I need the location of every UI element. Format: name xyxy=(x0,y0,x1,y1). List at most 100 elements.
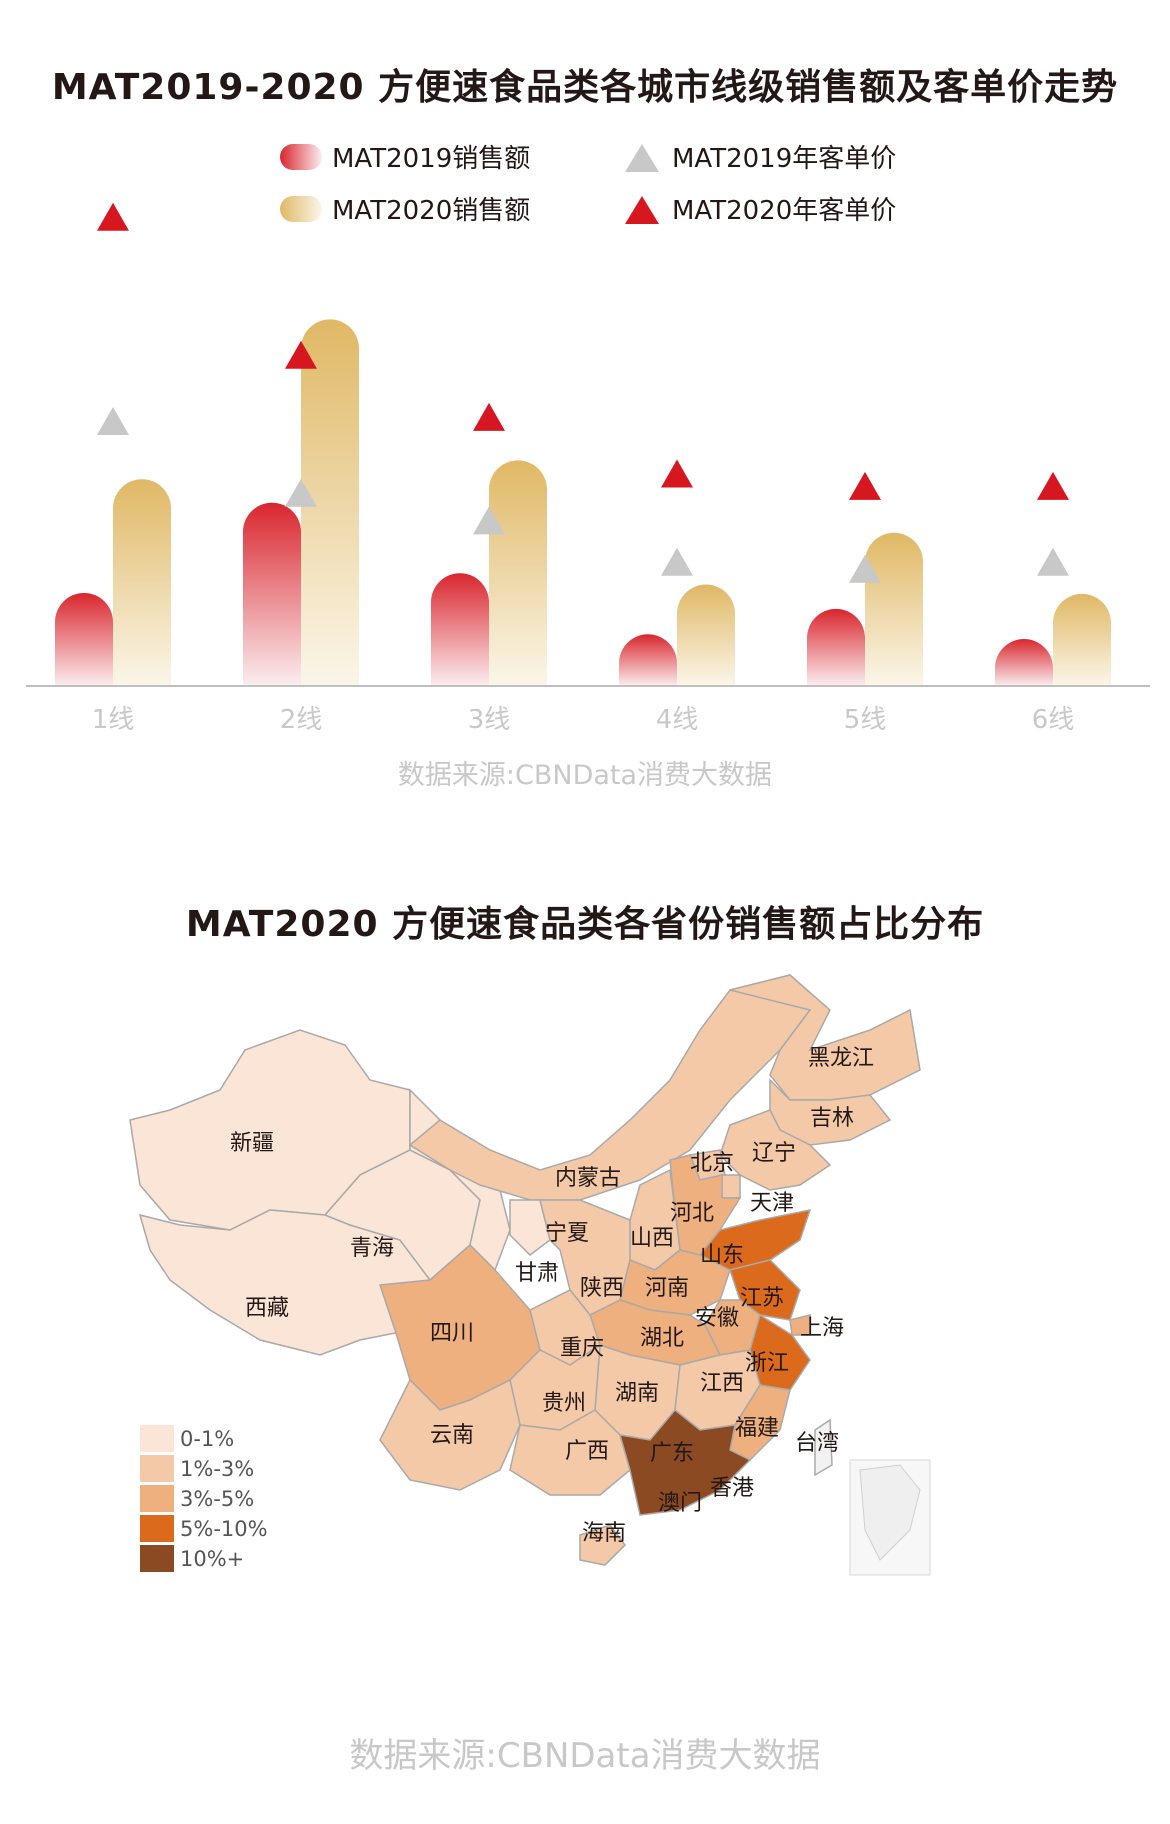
label-云南: 云南 xyxy=(430,1423,474,1448)
chart-title: MAT2019-2020 方便速食品类各城市线级销售额及客单价走势 xyxy=(51,67,1119,108)
legend-label-1: 1%-3% xyxy=(180,1457,254,1481)
label-广东: 广东 xyxy=(650,1441,694,1466)
price-markers xyxy=(97,202,1069,583)
bar-2019-5 xyxy=(807,608,865,686)
label-广西: 广西 xyxy=(565,1439,609,1464)
province-labels: 黑龙江 吉林 辽宁 内蒙古 北京 天津 河北 山西 山东 江苏 上海 浙江 安徽… xyxy=(230,1046,874,1546)
region-天津 xyxy=(721,1174,741,1199)
legend-swatch-0 xyxy=(140,1425,174,1452)
legend-marker-price-2020 xyxy=(625,196,659,224)
marker-price-2019-3 xyxy=(473,506,505,535)
marker-price-2019-5 xyxy=(849,554,881,583)
bar-2019-6 xyxy=(995,639,1053,686)
label-台湾: 台湾 xyxy=(795,1431,839,1456)
legend-swatch-sales-2020 xyxy=(280,196,322,222)
bar-2019-3 xyxy=(431,573,489,686)
label-天津: 天津 xyxy=(750,1191,794,1216)
marker-price-2019-2 xyxy=(285,478,317,507)
x-tick-label: 5线 xyxy=(844,705,887,735)
x-tick-label: 1线 xyxy=(92,705,135,735)
legend-swatch-sales-2019 xyxy=(280,144,322,170)
region-上海 xyxy=(789,1314,811,1336)
marker-price-2020-6 xyxy=(1037,471,1069,500)
legend-swatch-2 xyxy=(140,1485,174,1512)
legend-item-price-2019: MAT2019年客单价 xyxy=(625,144,896,174)
region-海南 xyxy=(579,1524,626,1566)
marker-price-2019-1 xyxy=(97,407,129,436)
label-山东: 山东 xyxy=(700,1243,744,1268)
label-辽宁: 辽宁 xyxy=(752,1141,796,1166)
legend-label-4: 10%+ xyxy=(180,1547,244,1571)
legend-label-2: 3%-5% xyxy=(180,1487,254,1511)
label-湖南: 湖南 xyxy=(615,1381,659,1406)
bar-2020-1 xyxy=(113,479,171,686)
label-吉林: 吉林 xyxy=(810,1106,854,1131)
bar-2020-6 xyxy=(1053,593,1111,686)
label-湖北: 湖北 xyxy=(640,1326,684,1351)
bar-2019-1 xyxy=(55,592,113,686)
region-宁夏 xyxy=(509,1199,551,1256)
label-安徽: 安徽 xyxy=(695,1306,739,1331)
region-云南 xyxy=(379,1378,521,1491)
chart-source: 数据来源:CBNData消费大数据 xyxy=(397,760,773,791)
region-广东 xyxy=(618,1408,752,1516)
bar-2020-3 xyxy=(489,460,547,686)
bar-2020-2 xyxy=(301,319,359,686)
marker-price-2020-1 xyxy=(97,202,129,231)
label-河南: 河南 xyxy=(645,1276,689,1301)
label-甘肃: 甘肃 xyxy=(515,1261,559,1286)
legend-marker-price-2019 xyxy=(625,144,659,172)
south-china-sea-inset xyxy=(849,1459,931,1576)
bar-series xyxy=(55,319,1111,686)
label-黑龙江: 黑龙江 xyxy=(808,1046,874,1071)
map-title: MAT2020 方便速食品类各省份销售额占比分布 xyxy=(185,904,985,945)
marker-price-2020-3 xyxy=(473,402,505,431)
map-legend: 0-1% 1%-3% 3%-5% 5%-10% 10%+ xyxy=(140,1425,268,1572)
x-tick-label: 6线 xyxy=(1032,705,1075,735)
label-西藏: 西藏 xyxy=(245,1296,289,1321)
legend-label-price-2020: MAT2020年客单价 xyxy=(672,196,896,226)
label-江西: 江西 xyxy=(700,1371,744,1396)
bar-2019-2 xyxy=(243,502,301,686)
marker-price-2020-2 xyxy=(285,340,317,369)
region-辽宁 xyxy=(719,1109,832,1191)
label-北京: 北京 xyxy=(690,1151,734,1176)
marker-price-2019-6 xyxy=(1037,547,1069,576)
label-江苏: 江苏 xyxy=(740,1286,784,1311)
bar-2020-4 xyxy=(677,584,735,686)
x-axis-ticks: 1线 2线 3线 4线 5线 6线 xyxy=(92,705,1075,735)
bar-2020-5 xyxy=(865,532,923,686)
label-上海: 上海 xyxy=(800,1316,844,1341)
legend-swatch-3 xyxy=(140,1515,174,1542)
legend-item-sales-2019: MAT2019销售额 xyxy=(280,144,530,174)
x-tick-label: 4线 xyxy=(656,705,699,735)
label-贵州: 贵州 xyxy=(542,1391,586,1416)
label-浙江: 浙江 xyxy=(745,1351,789,1376)
label-陕西: 陕西 xyxy=(580,1276,624,1301)
china-province-map: 黑龙江 吉林 辽宁 内蒙古 北京 天津 河北 山西 山东 江苏 上海 浙江 安徽… xyxy=(110,970,1060,1670)
label-内蒙古: 内蒙古 xyxy=(555,1166,621,1191)
label-重庆: 重庆 xyxy=(560,1336,604,1361)
bar-2019-4 xyxy=(619,634,677,686)
legend-label-3: 5%-10% xyxy=(180,1517,268,1541)
x-tick-label: 3线 xyxy=(468,705,511,735)
legend-label-sales-2019: MAT2019销售额 xyxy=(332,144,530,174)
label-新疆: 新疆 xyxy=(230,1131,274,1156)
label-河北: 河北 xyxy=(670,1201,714,1226)
label-福建: 福建 xyxy=(735,1416,779,1441)
legend-item-sales-2020: MAT2020销售额 xyxy=(280,196,530,226)
legend-item-price-2020: MAT2020年客单价 xyxy=(625,196,896,226)
marker-price-2020-4 xyxy=(661,459,693,488)
label-四川: 四川 xyxy=(430,1321,474,1346)
chart-legend: MAT2019销售额 MAT2020销售额 MAT2019年客单价 MAT202… xyxy=(280,144,896,226)
legend-swatch-4 xyxy=(140,1545,174,1572)
label-宁夏: 宁夏 xyxy=(545,1221,589,1246)
region-台湾 xyxy=(814,1418,833,1477)
legend-swatch-1 xyxy=(140,1455,174,1482)
legend-label-price-2019: MAT2019年客单价 xyxy=(672,144,896,174)
marker-price-2020-5 xyxy=(849,471,881,500)
label-山西: 山西 xyxy=(630,1226,674,1251)
map-source: 数据来源:CBNData消费大数据 xyxy=(349,1736,821,1776)
label-澳门: 澳门 xyxy=(658,1491,702,1516)
sales-price-chart: MAT2019销售额 MAT2020销售额 MAT2019年客单价 MAT202… xyxy=(26,144,1150,735)
